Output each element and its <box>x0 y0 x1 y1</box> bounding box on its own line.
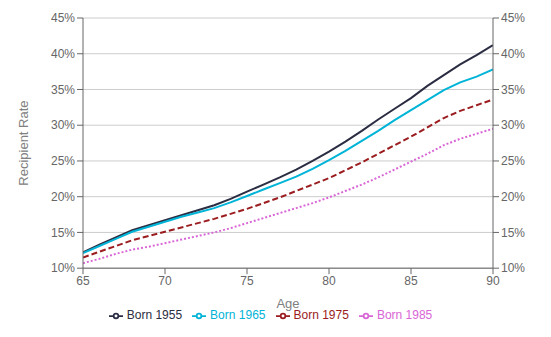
svg-text:75: 75 <box>240 274 254 288</box>
svg-text:30%: 30% <box>501 118 525 132</box>
svg-text:25%: 25% <box>51 154 75 168</box>
svg-text:15%: 15% <box>501 226 525 240</box>
svg-text:70: 70 <box>158 274 172 288</box>
html-text:Born 1955: Born 1955 <box>126 308 183 323</box>
svg-text:80: 80 <box>322 274 336 288</box>
svg-text:30%: 30% <box>51 118 75 132</box>
svg-text:45%: 45% <box>501 11 525 25</box>
svg-text:85: 85 <box>404 274 418 288</box>
svg-text:40%: 40% <box>501 47 525 61</box>
svg-text:Age: Age <box>276 296 299 311</box>
svg-text:35%: 35% <box>501 83 525 97</box>
svg-text:90: 90 <box>486 274 500 288</box>
svg-text:25%: 25% <box>501 154 525 168</box>
svg-text:65: 65 <box>76 274 90 288</box>
html-text:Born 1985: Born 1985 <box>376 308 433 323</box>
svg-text:10%: 10% <box>501 261 525 275</box>
svg-text:45%: 45% <box>51 11 75 25</box>
html-text:Born 1965: Born 1965 <box>210 308 266 323</box>
svg-text:Recipient Rate: Recipient Rate <box>16 100 31 185</box>
svg-text:20%: 20% <box>51 190 75 204</box>
svg-text:10%: 10% <box>51 261 75 275</box>
svg-text:40%: 40% <box>51 47 75 61</box>
svg-text:15%: 15% <box>51 226 75 240</box>
html-text:Born 1975: Born 1975 <box>293 308 349 323</box>
svg-text:35%: 35% <box>51 83 75 97</box>
svg-text:20%: 20% <box>501 190 525 204</box>
